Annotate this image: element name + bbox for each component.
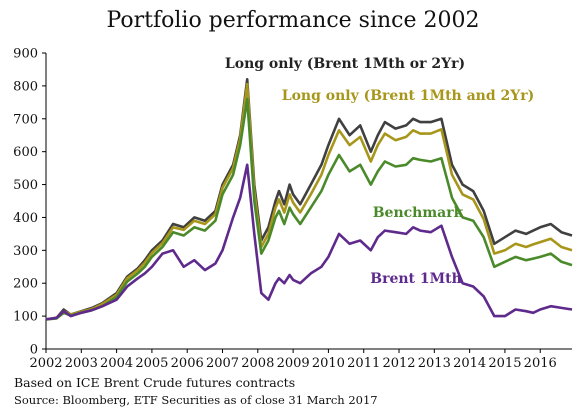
- x-tick-label: 2008: [241, 356, 274, 371]
- x-tick-label: 2002: [29, 356, 62, 371]
- y-tick-label: 0: [30, 343, 38, 358]
- x-tick-label: 2004: [100, 356, 133, 371]
- x-tick-label: 2007: [206, 356, 239, 371]
- x-tick-label: 2003: [65, 356, 98, 371]
- x-tick-label: 2016: [524, 356, 557, 371]
- x-tick-label: 2009: [277, 356, 310, 371]
- y-tick-label: 500: [13, 178, 38, 193]
- y-tick-label: 100: [13, 310, 38, 325]
- y-tick-label: 300: [13, 244, 38, 259]
- series-label-3: Benchmark: [373, 205, 464, 221]
- x-tick-label: 2012: [382, 356, 415, 371]
- y-tick-label: 800: [13, 79, 38, 94]
- x-tick-label: 2011: [347, 356, 380, 371]
- series-line-1: [45, 78, 573, 321]
- series-line-2: [45, 82, 573, 321]
- y-tick-label: 200: [13, 277, 38, 292]
- series-label-4: Brent 1Mth: [370, 271, 462, 287]
- x-tick-label: 2010: [312, 356, 345, 371]
- y-tick-label: 600: [13, 145, 38, 160]
- series-line-3: [45, 97, 573, 321]
- x-tick-label: 2005: [135, 356, 168, 371]
- x-tick-label: 2015: [488, 356, 521, 371]
- x-tick-label: 2014: [453, 356, 486, 371]
- y-tick-label: 700: [13, 112, 38, 127]
- footer-source: Source: Bloomberg, ETF Securities as of …: [14, 393, 378, 407]
- y-tick-label: 900: [13, 47, 38, 62]
- x-tick-label: 2013: [418, 356, 451, 371]
- series-label-2: Long only (Brent 1Mth and 2Yr): [282, 88, 535, 104]
- series-line-4: [45, 163, 573, 321]
- y-tick-label: 400: [13, 211, 38, 226]
- series-label-1: Long only (Brent 1Mth or 2Yr): [225, 56, 465, 72]
- x-tick-label: 2006: [171, 356, 204, 371]
- chart-title: Portfolio performance since 2002: [106, 8, 480, 33]
- footer-note: Based on ICE Brent Crude futures contrac…: [14, 375, 296, 390]
